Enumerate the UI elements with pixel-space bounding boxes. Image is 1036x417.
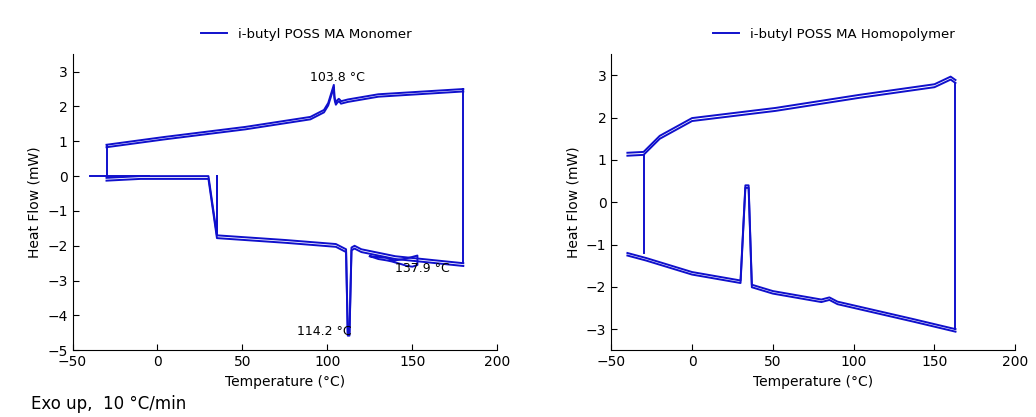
X-axis label: Temperature (°C): Temperature (°C) [753, 375, 873, 389]
Text: Exo up,  10 °C/min: Exo up, 10 °C/min [31, 394, 186, 413]
Legend: i-butyl POSS MA Homopolymer: i-butyl POSS MA Homopolymer [708, 23, 959, 46]
Text: 137.9 °C: 137.9 °C [396, 262, 450, 275]
Text: 103.8 °C: 103.8 °C [311, 71, 366, 84]
Y-axis label: Heat Flow (mW): Heat Flow (mW) [567, 146, 580, 258]
Legend: i-butyl POSS MA Monomer: i-butyl POSS MA Monomer [196, 23, 416, 46]
Y-axis label: Heat Flow (mW): Heat Flow (mW) [28, 146, 41, 258]
Text: 114.2 °C: 114.2 °C [296, 324, 351, 338]
X-axis label: Temperature (°C): Temperature (°C) [225, 375, 345, 389]
